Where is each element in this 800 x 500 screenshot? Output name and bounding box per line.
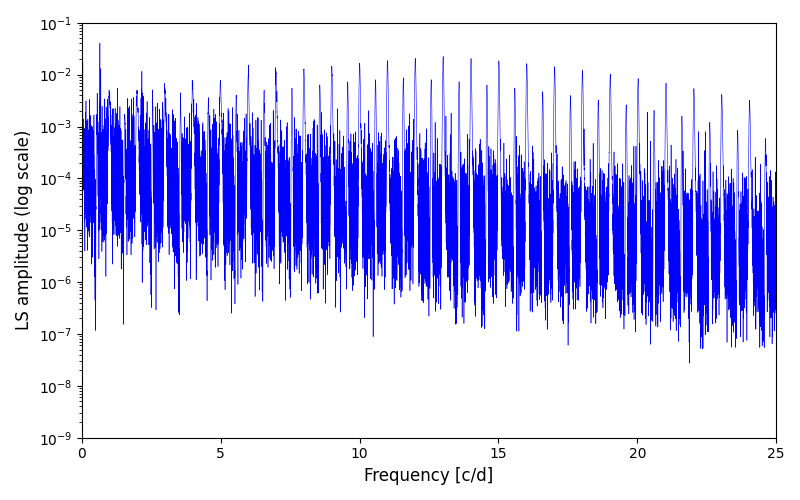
X-axis label: Frequency [c/d]: Frequency [c/d] (364, 467, 494, 485)
Y-axis label: LS amplitude (log scale): LS amplitude (log scale) (15, 130, 33, 330)
